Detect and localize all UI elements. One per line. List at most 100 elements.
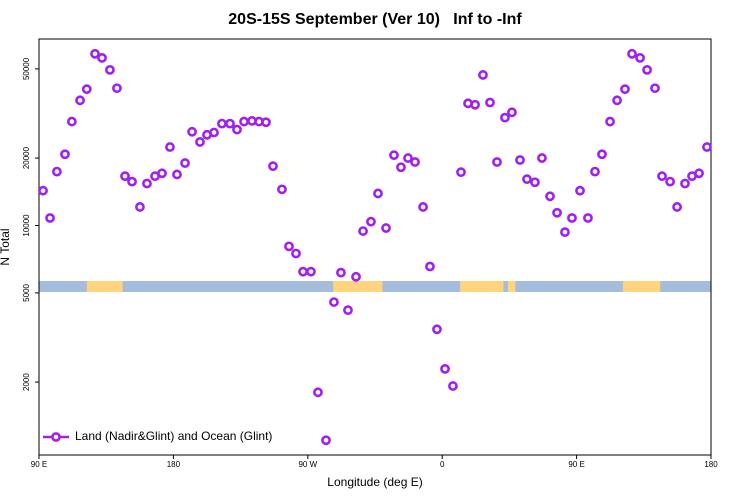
point bbox=[180, 158, 190, 168]
point bbox=[507, 107, 517, 118]
point bbox=[277, 184, 287, 195]
point bbox=[336, 267, 346, 278]
point bbox=[627, 48, 637, 59]
point bbox=[291, 248, 301, 259]
x-tick-label: 90 W bbox=[298, 460, 317, 469]
point bbox=[597, 149, 607, 160]
point bbox=[313, 387, 323, 398]
point bbox=[81, 84, 92, 95]
point bbox=[127, 176, 137, 187]
point bbox=[284, 241, 294, 252]
point bbox=[60, 149, 70, 160]
point bbox=[605, 116, 615, 127]
y-axis-label: N Total bbox=[0, 228, 12, 265]
point bbox=[485, 97, 495, 108]
plot-frame bbox=[38, 38, 712, 456]
point bbox=[321, 435, 331, 446]
x-tick-label: 180 bbox=[704, 460, 718, 469]
point bbox=[135, 202, 145, 212]
point bbox=[209, 127, 219, 138]
point bbox=[298, 266, 308, 277]
point bbox=[552, 207, 562, 218]
point bbox=[418, 202, 428, 212]
point bbox=[583, 213, 593, 223]
point bbox=[545, 191, 555, 202]
point bbox=[112, 83, 122, 94]
point bbox=[172, 169, 182, 180]
point bbox=[232, 124, 242, 135]
point bbox=[680, 178, 690, 189]
point bbox=[38, 185, 48, 196]
point bbox=[45, 213, 55, 223]
point bbox=[492, 157, 502, 167]
point bbox=[396, 162, 406, 173]
point bbox=[120, 171, 130, 182]
point bbox=[142, 178, 152, 189]
chart-title: 20S-15S September (Ver 10) Inf to -Inf bbox=[228, 11, 522, 28]
land-span bbox=[622, 281, 661, 292]
point bbox=[381, 223, 391, 233]
point bbox=[105, 64, 115, 75]
point bbox=[522, 174, 532, 185]
point bbox=[478, 70, 488, 80]
legend-marker bbox=[51, 432, 61, 442]
x-tick-label: 90 E bbox=[31, 460, 47, 469]
point bbox=[52, 166, 62, 177]
y-tick-label: 2000 bbox=[22, 373, 31, 391]
y-tick-label: 50000 bbox=[22, 57, 31, 80]
point bbox=[373, 188, 383, 199]
point bbox=[500, 112, 510, 123]
point bbox=[306, 266, 316, 277]
point bbox=[410, 157, 420, 167]
point bbox=[657, 171, 667, 182]
land-span bbox=[460, 281, 504, 292]
point bbox=[97, 52, 107, 63]
point bbox=[560, 227, 570, 238]
point bbox=[665, 176, 675, 187]
land-span bbox=[86, 281, 123, 292]
point bbox=[650, 83, 660, 94]
point bbox=[620, 84, 630, 95]
y-tick-label: 10000 bbox=[22, 214, 31, 237]
point bbox=[642, 64, 652, 75]
point bbox=[351, 271, 361, 282]
point bbox=[75, 95, 85, 106]
point bbox=[90, 48, 100, 59]
point bbox=[165, 142, 175, 152]
point bbox=[440, 363, 450, 374]
point bbox=[261, 117, 271, 128]
point bbox=[239, 116, 249, 127]
point bbox=[225, 118, 235, 129]
point bbox=[66, 116, 77, 127]
point bbox=[612, 95, 622, 106]
point bbox=[358, 226, 368, 236]
x-tick-label: 180 bbox=[167, 460, 181, 469]
point bbox=[448, 381, 458, 391]
x-axis-label: Longitude (deg E) bbox=[327, 475, 422, 489]
point bbox=[635, 52, 645, 63]
point bbox=[329, 297, 339, 307]
x-tick-label: 90 E bbox=[568, 460, 584, 469]
point bbox=[403, 153, 413, 163]
point bbox=[268, 161, 278, 172]
point bbox=[515, 155, 525, 165]
point bbox=[425, 261, 435, 272]
point bbox=[530, 177, 540, 188]
point bbox=[456, 167, 466, 178]
point bbox=[470, 99, 480, 110]
point bbox=[575, 185, 585, 196]
point bbox=[389, 150, 399, 161]
legend-label: Land (Nadir&Glint) and Ocean (Glint) bbox=[75, 429, 272, 443]
point bbox=[157, 168, 167, 179]
point bbox=[537, 153, 547, 163]
land-span bbox=[333, 281, 383, 292]
point bbox=[366, 216, 376, 227]
point bbox=[702, 142, 712, 152]
point bbox=[217, 118, 227, 129]
point bbox=[567, 213, 577, 223]
point bbox=[432, 324, 442, 335]
x-tick-label: 0 bbox=[440, 460, 445, 469]
point bbox=[672, 202, 683, 212]
point bbox=[590, 166, 600, 177]
